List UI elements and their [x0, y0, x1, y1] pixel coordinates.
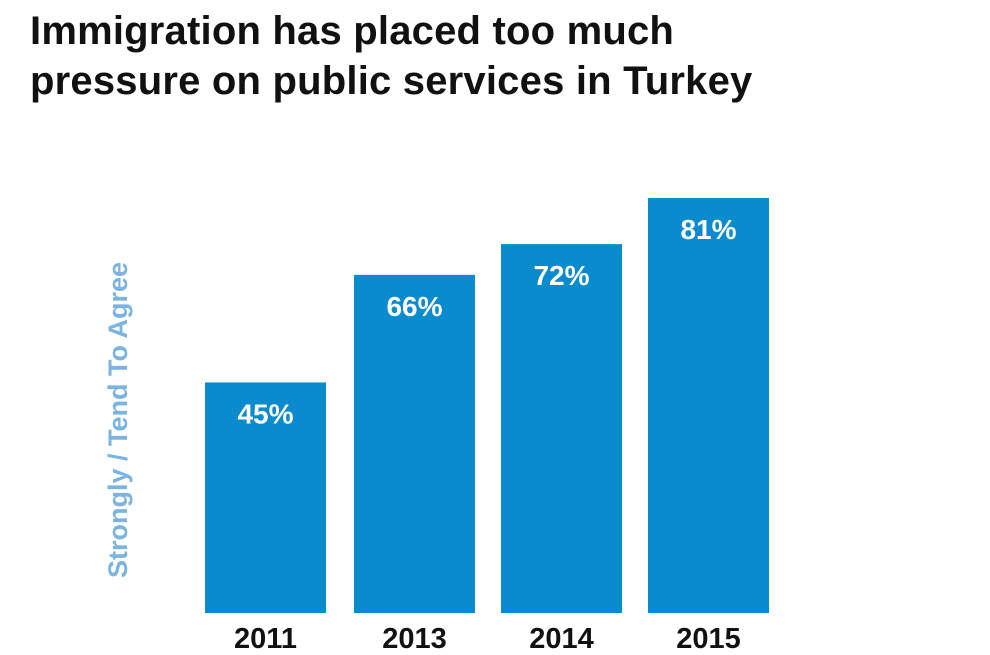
bar-2013	[354, 274, 475, 613]
bar-2011	[205, 382, 326, 613]
bar-2015	[648, 198, 769, 613]
value-label-2015: 81%	[680, 214, 736, 245]
y-axis-label: Strongly / Tend To Agree	[103, 262, 133, 578]
x-tick-label-2011: 2011	[234, 623, 297, 655]
chart-title: Immigration has placed too much pressure…	[30, 6, 930, 106]
x-tick-label-2014: 2014	[529, 623, 594, 655]
value-label-2013: 66%	[386, 291, 442, 322]
value-label-2011: 45%	[237, 398, 293, 429]
bar-2014	[501, 244, 622, 613]
chart-title-line-2: pressure on public services in Turkey	[30, 59, 753, 103]
bars-group	[205, 198, 769, 613]
chart-title-line-1: Immigration has placed too much	[30, 9, 675, 53]
value-labels-group: 45% 66% 72% 81%	[237, 214, 736, 429]
category-labels-group: 2011 2013 2014 2015	[234, 623, 741, 655]
value-label-2014: 72%	[533, 260, 589, 291]
x-tick-label-2015: 2015	[676, 623, 741, 655]
x-tick-label-2013: 2013	[382, 623, 447, 655]
